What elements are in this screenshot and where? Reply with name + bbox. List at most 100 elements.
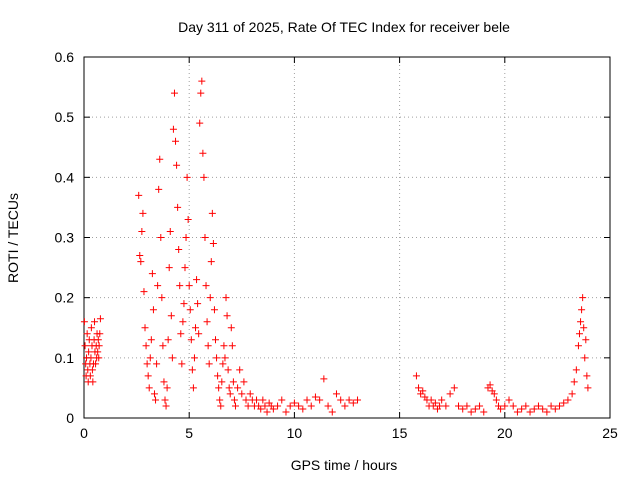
data-point: [181, 264, 189, 272]
data-point: [332, 390, 340, 398]
data-point: [88, 366, 96, 374]
data-point: [446, 390, 454, 398]
data-point: [324, 402, 332, 410]
data-point: [207, 258, 215, 266]
data-point: [261, 402, 269, 410]
data-point: [213, 354, 221, 362]
data-point: [210, 306, 218, 314]
data-point: [246, 390, 254, 398]
data-point: [286, 402, 294, 410]
data-point: [196, 119, 204, 127]
data-point: [197, 89, 205, 97]
data-point: [560, 399, 568, 407]
data-point: [259, 396, 267, 404]
data-point: [163, 384, 171, 392]
data-point: [96, 315, 104, 323]
data-point: [219, 360, 227, 368]
data-point: [234, 384, 242, 392]
data-point: [501, 402, 509, 410]
data-point: [194, 300, 202, 308]
data-point: [146, 354, 154, 362]
data-point: [190, 354, 198, 362]
data-point: [463, 402, 471, 410]
data-point: [157, 234, 165, 241]
data-point: [183, 173, 191, 181]
data-point: [205, 360, 213, 368]
data-point: [476, 402, 484, 410]
data-point: [220, 342, 228, 350]
x-tick-label: 0: [80, 425, 88, 441]
data-point: [208, 209, 216, 217]
data-point: [436, 402, 444, 410]
data-point: [572, 366, 580, 374]
data-point: [174, 203, 182, 211]
data-point: [136, 252, 144, 260]
data-point: [568, 390, 576, 398]
data-point: [307, 402, 315, 410]
y-tick-label: 0: [66, 410, 74, 426]
data-point: [269, 405, 277, 413]
data-point: [92, 360, 100, 368]
data-point: [188, 366, 196, 374]
y-tick-label: 0.5: [55, 109, 75, 125]
data-point: [154, 282, 162, 290]
x-tick-label: 10: [287, 425, 303, 441]
ticks: 0 5 10 15 20 25 0 0.1 0.2 0.3 0.4 0.5 0.6: [55, 49, 618, 441]
data-point: [192, 324, 200, 332]
data-point: [253, 396, 261, 404]
data-point: [222, 294, 230, 302]
data-point: [337, 396, 345, 404]
data-point: [160, 378, 168, 386]
data-point: [354, 396, 362, 404]
data-point: [200, 173, 208, 181]
data-point: [221, 354, 229, 362]
data-point: [195, 330, 203, 338]
data-point: [96, 330, 104, 338]
data-point: [320, 375, 328, 383]
data-point: [415, 384, 423, 392]
data-point: [169, 125, 177, 133]
data-point: [94, 336, 102, 344]
data-point: [427, 396, 435, 404]
data-point: [144, 372, 152, 380]
data-point: [530, 405, 538, 413]
data-point: [328, 408, 336, 416]
data-point: [216, 396, 224, 404]
x-tick-label: 5: [185, 425, 193, 441]
data-point: [148, 270, 156, 278]
data-point: [153, 360, 161, 368]
data-point: [480, 408, 488, 416]
data-point: [526, 408, 534, 416]
data-point: [412, 372, 420, 380]
data-point: [584, 384, 592, 392]
data-point: [570, 378, 578, 386]
data-point: [303, 396, 311, 404]
data-point: [238, 390, 246, 398]
y-tick-label: 0.6: [55, 49, 75, 65]
y-tick-label: 0.3: [55, 230, 75, 246]
data-point: [91, 318, 99, 326]
data-point: [86, 372, 94, 380]
data-point: [178, 360, 186, 368]
data-point: [199, 149, 207, 157]
data-point: [212, 336, 219, 344]
data-point: [149, 306, 157, 314]
data-point: [80, 318, 88, 326]
data-point: [162, 402, 170, 410]
data-point: [139, 209, 147, 217]
data-point: [145, 384, 153, 392]
data-point: [185, 282, 193, 290]
data-point: [176, 282, 184, 290]
data-point: [161, 396, 169, 404]
data-point: [274, 402, 282, 410]
data-point: [564, 396, 572, 404]
data-point: [263, 408, 271, 416]
data-point: [218, 378, 226, 386]
y-axis-label: ROTI / TECUs: [5, 193, 21, 283]
data-point: [442, 402, 450, 410]
data-point: [242, 396, 250, 404]
data-point: [215, 384, 223, 392]
y-tick-label: 0.4: [55, 169, 75, 185]
data-point: [170, 89, 178, 97]
